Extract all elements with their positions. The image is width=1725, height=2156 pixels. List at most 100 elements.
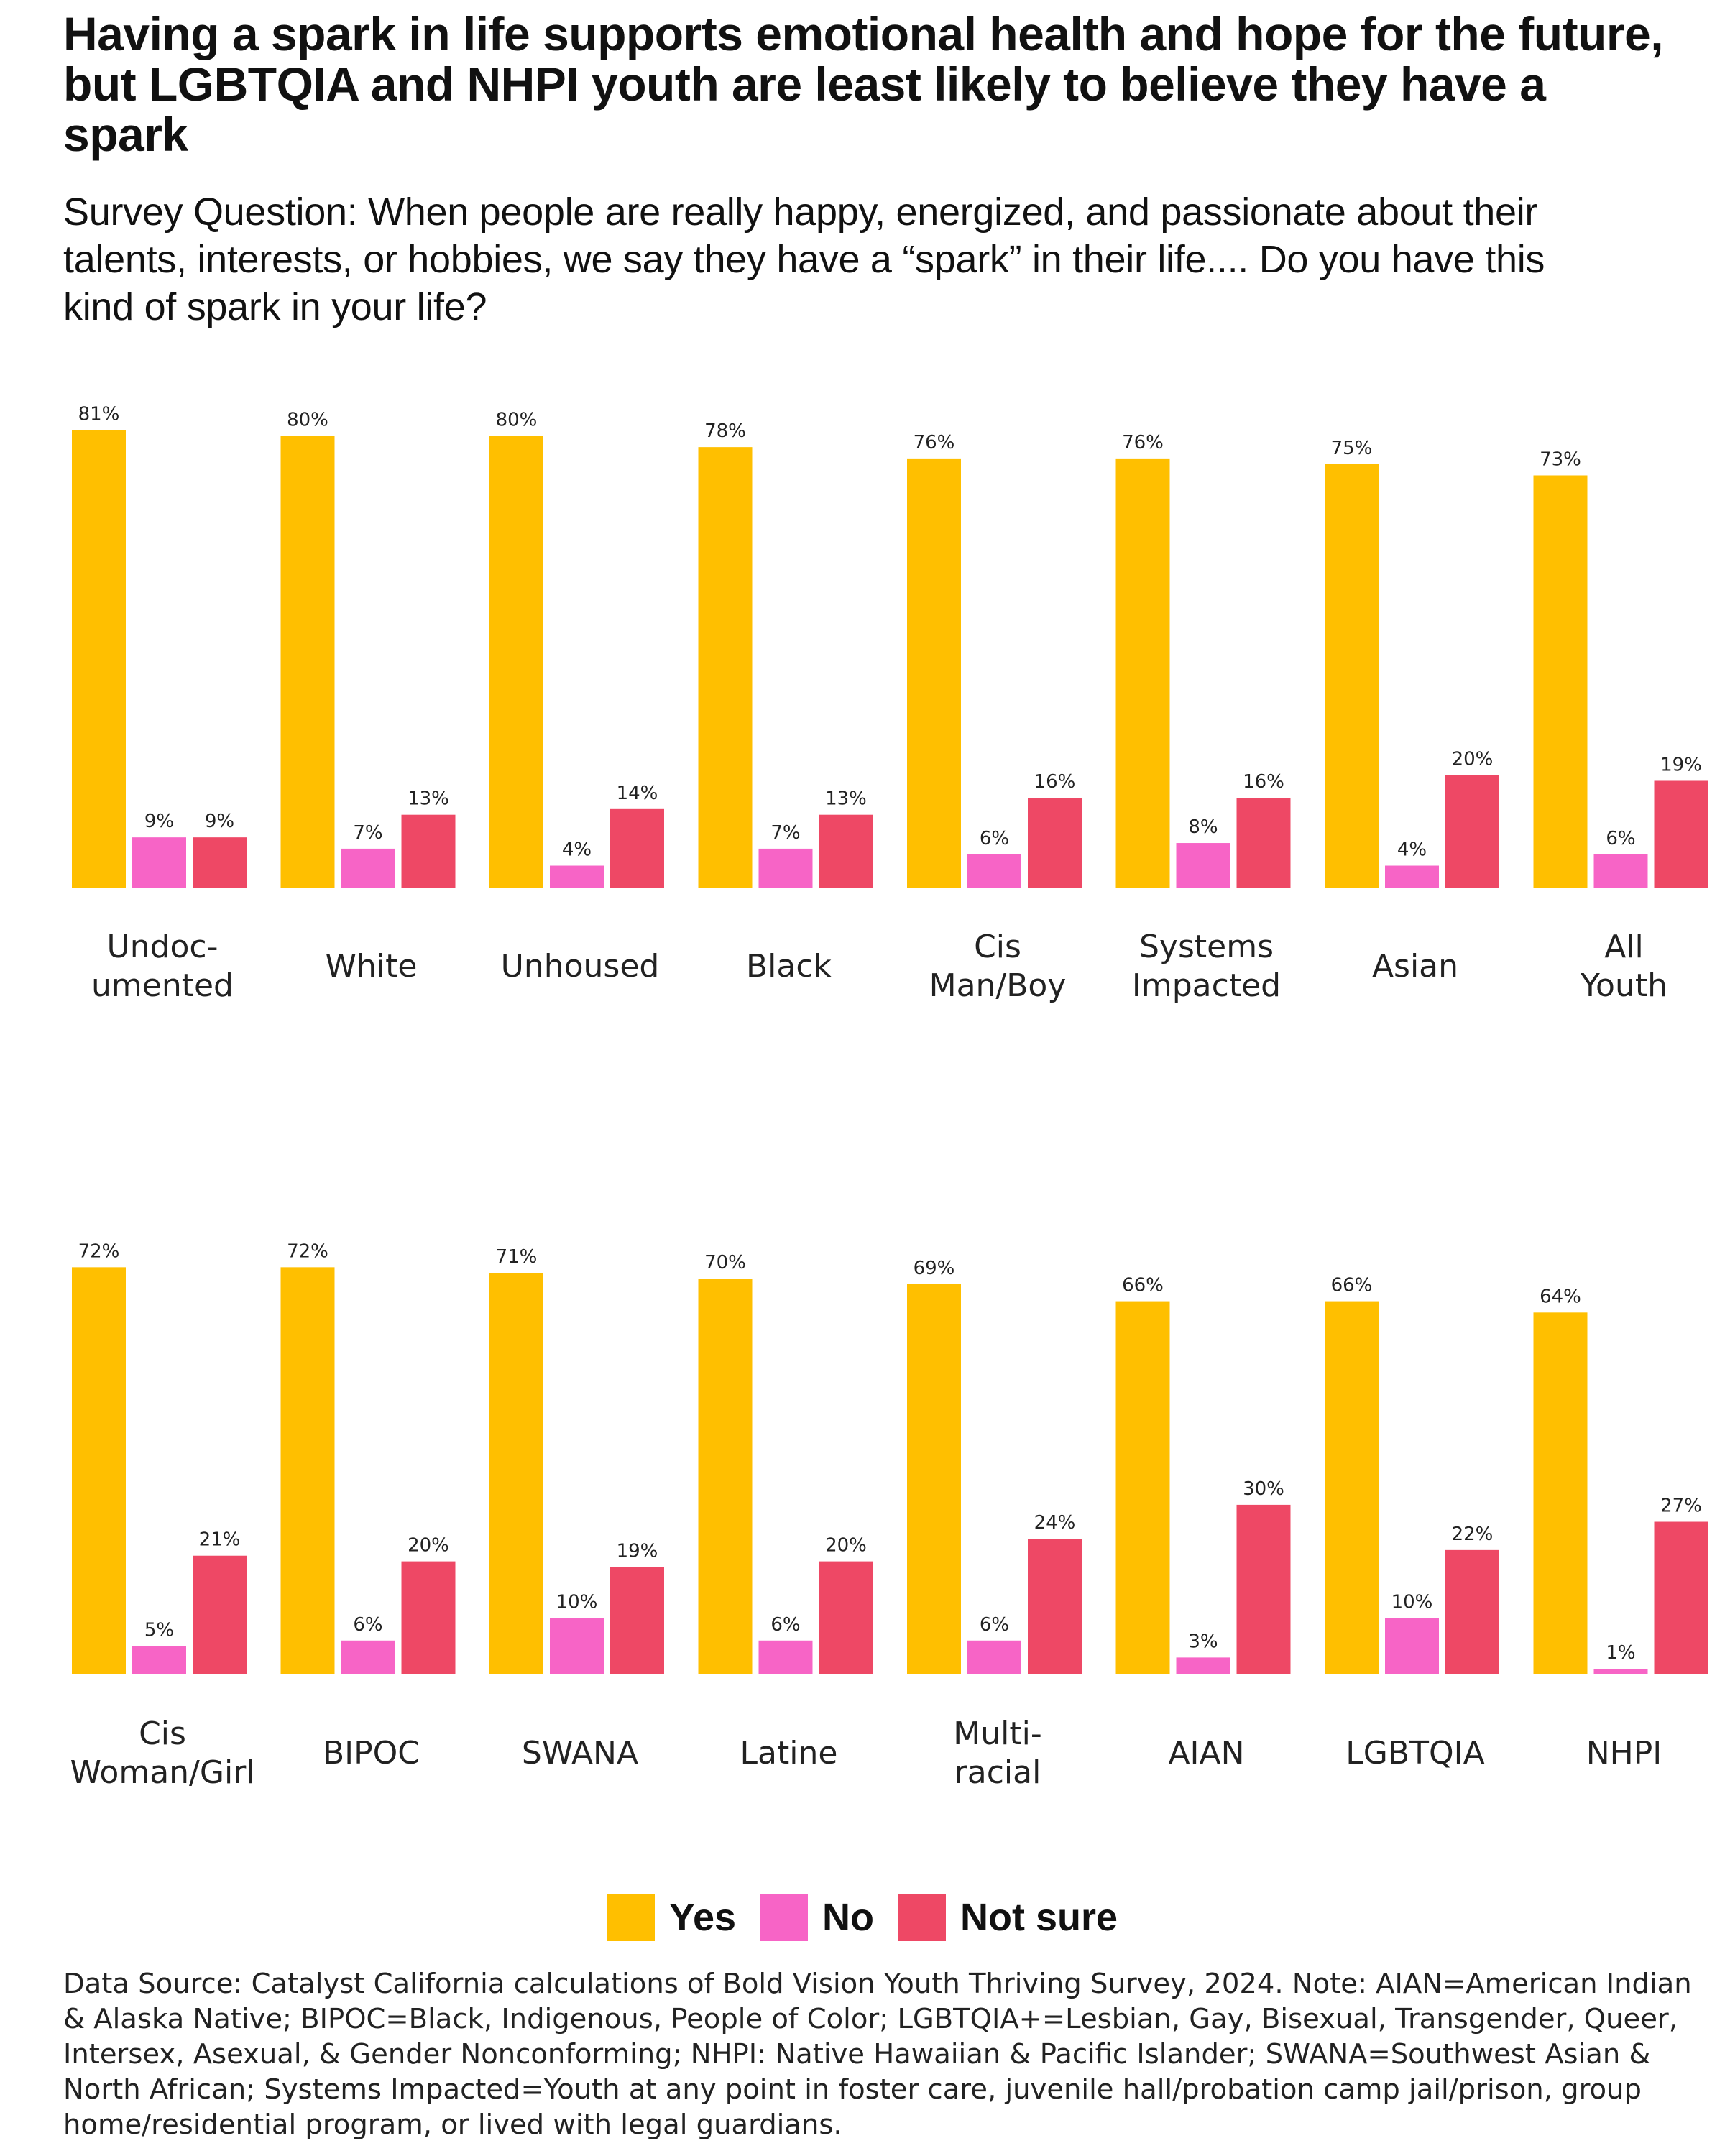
category-label: Youth (1580, 967, 1668, 1004)
data-label-no: 10% (556, 1591, 598, 1613)
category-label: LGBTQIA (1346, 1735, 1484, 1772)
legend-item-yes: Yes (607, 1894, 736, 1941)
bar-no (1385, 865, 1439, 888)
bar-yes (1116, 1301, 1170, 1674)
bar-no (1593, 1669, 1648, 1674)
data-label-no: 1% (1606, 1642, 1635, 1664)
bar-not-sure (1236, 1504, 1291, 1674)
data-label-no: 6% (353, 1614, 382, 1636)
bar-no (967, 854, 1021, 888)
legend-item-no: No (760, 1894, 874, 1941)
legend-swatch-not-sure (898, 1894, 947, 1941)
legend-label-not-sure: Not sure (960, 1896, 1118, 1939)
data-label-not-sure: 20% (825, 1535, 867, 1557)
bar-not-sure (1028, 1539, 1082, 1674)
data-label-not-sure: 20% (408, 1535, 449, 1557)
data-label-not-sure: 27% (1660, 1496, 1702, 1517)
category-label: AIAN (1168, 1735, 1244, 1772)
bar-yes (72, 1267, 126, 1674)
category-label: Cis (139, 1715, 186, 1752)
data-label-no: 9% (144, 811, 174, 832)
data-label-no: 7% (353, 822, 382, 844)
data-label-no: 6% (980, 1614, 1009, 1636)
data-label-no: 7% (770, 822, 800, 844)
bar-yes (489, 1273, 543, 1674)
data-label-yes: 72% (287, 1240, 328, 1262)
data-label-not-sure: 22% (1452, 1524, 1494, 1545)
data-label-yes: 80% (287, 409, 328, 430)
data-label-yes: 71% (496, 1246, 538, 1268)
data-label-no: 5% (144, 1620, 174, 1641)
data-label-not-sure: 16% (1243, 771, 1284, 793)
chart-subtitle: Survey Question: When people are really … (63, 190, 1545, 328)
bar-no (758, 1640, 813, 1674)
data-label-not-sure: 13% (408, 788, 449, 810)
bar-not-sure (401, 814, 456, 888)
bar-no (341, 848, 395, 888)
data-label-no: 10% (1392, 1591, 1433, 1613)
data-label-no: 6% (1606, 828, 1635, 849)
data-label-yes: 70% (704, 1252, 746, 1273)
bar-not-sure (1445, 775, 1499, 888)
data-label-not-sure: 19% (617, 1540, 658, 1562)
data-label-not-sure: 14% (617, 783, 658, 804)
category-label: umented (91, 967, 234, 1004)
category-label: Systems (1139, 929, 1274, 965)
bar-not-sure (819, 814, 873, 888)
bar-not-sure (1654, 1521, 1708, 1674)
category-label: Woman/Girl (70, 1754, 254, 1791)
legend: Yes No Not sure (0, 1889, 1725, 1946)
data-label-not-sure: 24% (1034, 1512, 1076, 1534)
data-label-yes: 73% (1540, 448, 1581, 470)
chart-area: 81% 9% 9% Undoc-umented 80% 7% 13% White 80% 4% 14… (70, 404, 1708, 1791)
data-label-yes: 76% (1122, 432, 1164, 453)
legend-label-yes: Yes (668, 1896, 737, 1939)
bar-no (132, 837, 186, 888)
bar-no (758, 848, 813, 888)
bar-no (1176, 1657, 1230, 1674)
category-label: Cis (974, 929, 1021, 965)
data-label-not-sure: 21% (199, 1529, 241, 1551)
data-label-yes: 76% (914, 432, 955, 453)
category-label: SWANA (522, 1735, 638, 1772)
data-label-not-sure: 16% (1034, 771, 1076, 793)
legend-item-not-sure: Not sure (898, 1894, 1118, 1941)
category-label: BIPOC (323, 1735, 420, 1772)
bar-yes (1116, 458, 1170, 888)
data-label-yes: 75% (1331, 438, 1373, 459)
category-label: Multi- (953, 1715, 1041, 1752)
category-label: racial (954, 1754, 1041, 1791)
category-label: White (326, 948, 418, 985)
bar-no (132, 1646, 186, 1674)
data-label-not-sure: 19% (1660, 754, 1702, 775)
data-label-yes: 64% (1540, 1286, 1581, 1307)
category-label: Impacted (1132, 967, 1281, 1004)
bar-yes (489, 436, 543, 888)
legend-swatch-yes (607, 1894, 655, 1941)
data-label-no: 6% (770, 1614, 800, 1636)
category-label: Black (746, 948, 832, 985)
bar-not-sure (610, 808, 664, 888)
bar-not-sure (401, 1561, 456, 1674)
bar-not-sure (193, 837, 247, 888)
bar-yes (280, 436, 335, 888)
data-label-no: 8% (1188, 816, 1218, 838)
data-label-no: 6% (980, 828, 1009, 849)
category-label: Latine (740, 1735, 838, 1772)
data-label-yes: 69% (914, 1258, 955, 1279)
data-label-not-sure: 20% (1452, 749, 1494, 770)
data-label-no: 3% (1188, 1631, 1218, 1652)
bar-yes (1325, 464, 1379, 888)
bar-yes (907, 1284, 961, 1674)
bar-no (341, 1640, 395, 1674)
bar-yes (698, 1279, 753, 1674)
bar-yes (698, 447, 753, 888)
bar-not-sure (1028, 798, 1082, 888)
data-label-yes: 78% (704, 420, 746, 442)
bar-not-sure (610, 1567, 664, 1674)
data-label-yes: 66% (1122, 1275, 1164, 1296)
category-label: NHPI (1586, 1735, 1662, 1772)
bar-no (550, 1618, 604, 1674)
data-label-yes: 81% (78, 404, 120, 425)
bar-no (550, 865, 604, 888)
